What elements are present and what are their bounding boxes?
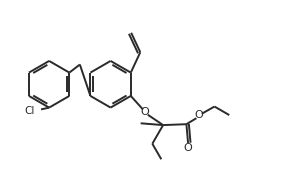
Text: O: O xyxy=(194,110,203,120)
Text: O: O xyxy=(140,107,149,117)
Text: Cl: Cl xyxy=(25,106,35,116)
Text: O: O xyxy=(184,143,193,153)
